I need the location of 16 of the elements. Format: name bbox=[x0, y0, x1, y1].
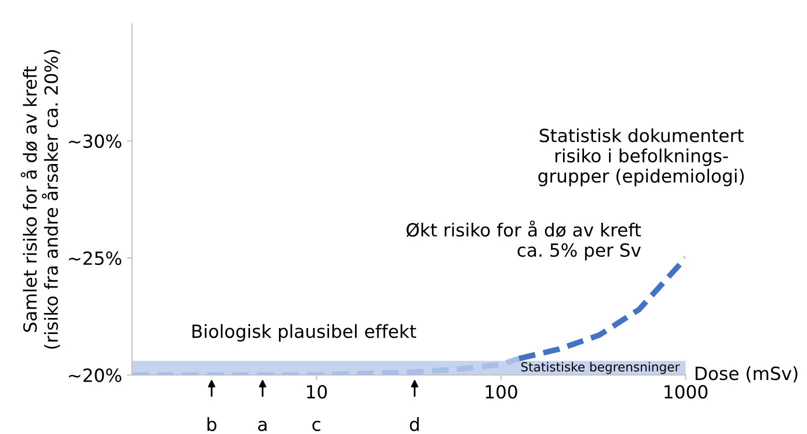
y-tick-label: ~25% bbox=[68, 251, 122, 266]
annotation: d bbox=[410, 417, 419, 432]
y-tick-label: ~30% bbox=[68, 134, 122, 148]
y-tick-label: ~20% bbox=[68, 368, 122, 382]
annotation: Økt risiko for å dø av kreft ca. 5% per Sv bbox=[406, 220, 641, 260]
x-tick-label: 100 bbox=[486, 385, 518, 399]
x-tick-label: 10 bbox=[307, 385, 327, 399]
annotation: b bbox=[208, 417, 216, 432]
y-axis-title: Samlet risiko for å dø av kreft (risiko fra andre årsaker ca. 20%) bbox=[20, 50, 60, 349]
annotation: Biologisk plausibel effekt bbox=[192, 324, 416, 342]
band-label: Statistiske begrensninger bbox=[521, 362, 680, 374]
text: c bbox=[312, 420, 320, 432]
annotation: Statistisk dokumentert risiko i befolknings- grupper (epidemiologi) bbox=[538, 128, 744, 186]
x-tick-label: 1000 bbox=[664, 385, 708, 399]
x-axis-title: Dose (mSv) bbox=[696, 366, 798, 382]
annotation: a bbox=[258, 420, 266, 432]
